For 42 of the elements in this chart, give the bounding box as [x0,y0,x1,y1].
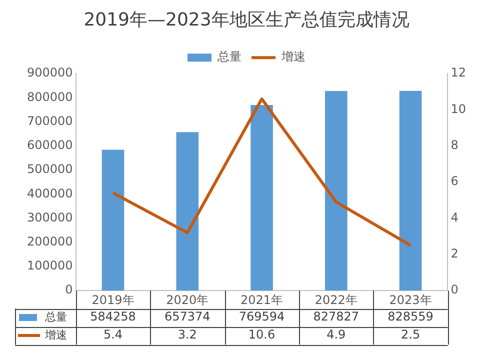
data-label: 4.9 [326,328,346,342]
y2-tick-label: 2 [450,246,458,261]
data-label: 3.2 [178,328,197,342]
bar [102,150,124,291]
data-label: 827827 [313,310,360,324]
y-tick-label: 900000 [26,66,73,80]
x-tick-label: 2021年 [240,292,284,307]
y-tick-label: 100000 [26,258,73,273]
y-tick-label: 300000 [26,210,73,224]
bar [399,90,422,291]
x-tick-label: 2019年 [92,292,134,307]
y-tick-label: 600000 [26,138,73,152]
y2-tick-label: 0 [450,282,458,297]
text: 增速 [45,328,67,342]
y2-tick-label: 4 [450,210,458,224]
y-tick-label: 500000 [26,162,73,176]
x-tick-label: 2022年 [314,292,358,307]
data-label: 828559 [388,310,434,324]
bar [176,132,199,291]
y-tick-label: 0 [65,282,73,297]
data-label: 5.4 [103,328,123,342]
y2-tick-label: 12 [450,66,466,80]
data-label: 769594 [238,310,285,324]
legend-label: 总量 [216,50,242,64]
bar [324,91,348,291]
legend-label: 增速 [280,50,306,64]
x-tick-label: 2023年 [389,292,432,307]
y-tick-label: 700000 [26,114,73,128]
x-tick-label: 2020年 [166,292,209,307]
text: 总量 [45,310,67,324]
y-tick-label: 800000 [26,90,73,104]
data-label: 657374 [164,310,210,324]
y-tick-label: 400000 [26,186,73,200]
y2-tick-label: 8 [450,138,458,152]
data-label: 584258 [90,310,136,324]
chart-title: 2019年—2023年地区生产总值完成情况 [84,9,410,30]
y2-tick-label: 10 [450,102,466,116]
data-label: 10.6 [248,328,276,342]
y-tick-label: 200000 [26,234,73,249]
data-label: 2.5 [400,328,420,342]
bar [250,105,273,291]
y2-tick-label: 6 [450,174,458,188]
